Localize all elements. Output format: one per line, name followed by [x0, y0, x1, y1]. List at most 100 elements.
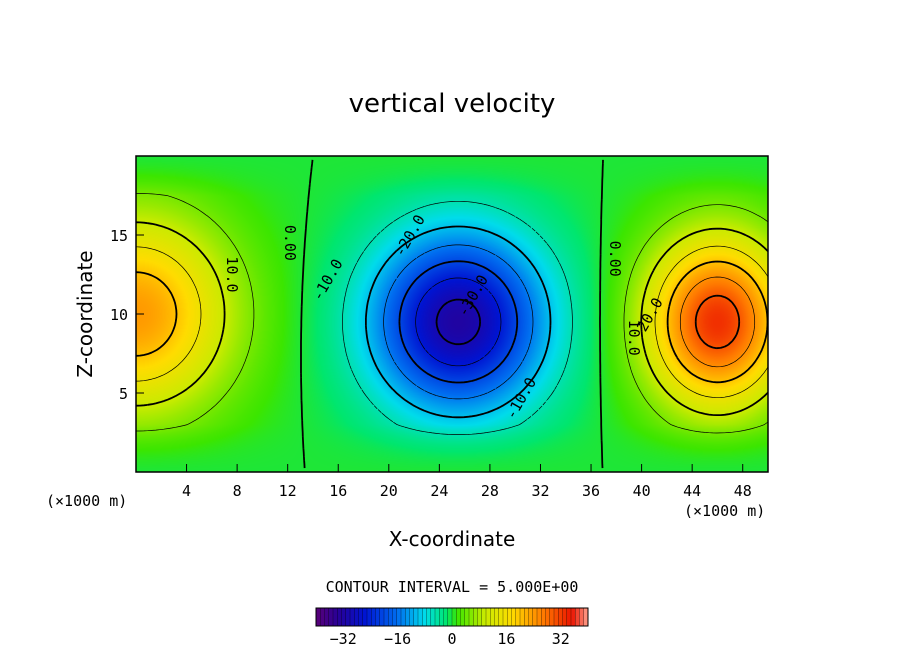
y-tick-label: 5 [119, 385, 128, 403]
contour-level--15 [383, 244, 534, 400]
colorbar-cell [477, 607, 483, 627]
x-tick-label: 32 [531, 482, 549, 500]
contour-level--10 [365, 225, 552, 419]
colorbar-cell [320, 607, 325, 627]
contour-level--25 [415, 277, 502, 367]
colorbar-cell [456, 607, 461, 627]
colorbar-cell [379, 607, 385, 627]
y-axis-title: Z-coordinate [73, 250, 97, 377]
contour-lines [136, 159, 768, 469]
colorbar-cell [362, 607, 368, 627]
colorbar-cell [409, 607, 415, 627]
colorbar-cell [430, 607, 436, 627]
colorbar-cell [464, 607, 470, 627]
colorbar-cell [439, 607, 444, 627]
colorbar-cell [536, 607, 542, 627]
x-tick-label: 40 [633, 482, 651, 500]
colorbar-cell [524, 607, 529, 627]
contour-level-5 [136, 193, 768, 434]
colorbar-cell [332, 607, 338, 627]
x-tick-label: 24 [430, 482, 448, 500]
colorbar-cell [575, 607, 580, 627]
contour-level-15 [136, 245, 768, 399]
colorbar-cell [473, 607, 478, 627]
colorbar-cell [528, 607, 534, 627]
x-tick-label: 4 [182, 482, 191, 500]
y-tick-label: 15 [110, 227, 128, 245]
colorbar-cell [349, 607, 355, 627]
colorbar-cell [541, 607, 546, 627]
colorbar-tick-label: −32 [330, 630, 357, 648]
colorbar-cell [549, 607, 555, 627]
colorbar-cell [447, 607, 453, 627]
contour-level--5 [342, 200, 573, 435]
x-axis-title: X-coordinate [389, 527, 516, 551]
colorbar-cell [434, 607, 440, 627]
colorbar: −32 −16 0 16 32 [315, 607, 589, 648]
colorbar-cell [451, 607, 457, 627]
contour-level--30 [435, 298, 481, 346]
colorbar-cell [502, 607, 508, 627]
x-unit-label-right: (×1000 m) [684, 502, 765, 520]
colorbar-cell [460, 607, 466, 627]
x-unit-label-left: (×1000 m) [46, 492, 127, 510]
colorbar-cell [400, 607, 406, 627]
colorbar-cell [566, 607, 572, 627]
colorbar-cell [413, 607, 419, 627]
y-tick-label: 10 [110, 306, 128, 324]
contour-interval-text: CONTOUR INTERVAL = 5.000E+00 [326, 578, 579, 596]
colorbar-cell [396, 607, 402, 627]
contour-level--20 [398, 260, 519, 384]
contour-label: 0.00 [606, 241, 624, 277]
colorbar-cell [532, 607, 538, 627]
colorbar-cell [358, 607, 364, 627]
colorbar-cell [558, 607, 563, 627]
contour-label: 0.00 [281, 225, 299, 261]
colorbar-cell [494, 607, 500, 627]
colorbar-cell [341, 607, 347, 627]
y-axis-ticks: 5 10 15 [110, 227, 144, 403]
colorbar-cell [371, 607, 376, 627]
colorbar-cell [337, 607, 342, 627]
colorbar-tick-label: −16 [384, 630, 411, 648]
colorbar-tick-label: 32 [552, 630, 570, 648]
colorbar-cell [507, 607, 512, 627]
contour-level-30 [694, 294, 741, 350]
contour-label: 10.0 [223, 256, 241, 292]
colorbar-cell [579, 607, 585, 627]
colorbar-cell [515, 607, 521, 627]
colorbar-cell [392, 607, 398, 627]
colorbar-cell [324, 607, 330, 627]
colorbar-frame [315, 607, 589, 627]
colorbar-cell [383, 607, 389, 627]
colorbar-cell [481, 607, 487, 627]
colorbar-cell [405, 607, 410, 627]
colorbar-cell [570, 607, 576, 627]
x-tick-label: 44 [683, 482, 701, 500]
contour-level-10 [136, 221, 768, 416]
colorbar-cell [498, 607, 504, 627]
colorbar-cell [485, 607, 491, 627]
contour-level-25 [679, 276, 756, 368]
x-tick-label: 48 [734, 482, 752, 500]
colorbar-cell [422, 607, 427, 627]
colorbar-cell [315, 607, 321, 627]
colorbar-cell [468, 607, 474, 627]
contour-label: 10.0 [625, 320, 643, 356]
colorbar-cell [388, 607, 393, 627]
colorbar-cell [354, 607, 359, 627]
x-tick-label: 20 [380, 482, 398, 500]
x-tick-label: 36 [582, 482, 600, 500]
contour-level-0 [300, 159, 604, 469]
x-tick-label: 16 [329, 482, 347, 500]
colorbar-cell [511, 607, 517, 627]
x-axis-ticks: 4 8 12 16 20 24 28 32 36 40 44 48 [182, 464, 752, 500]
colorbar-tick-label: 16 [497, 630, 515, 648]
chart-title: vertical velocity [349, 89, 556, 119]
colorbar-tick-label: 0 [447, 630, 456, 648]
x-tick-label: 28 [481, 482, 499, 500]
colorbar-cell [562, 607, 568, 627]
colorbar-cell [375, 607, 381, 627]
